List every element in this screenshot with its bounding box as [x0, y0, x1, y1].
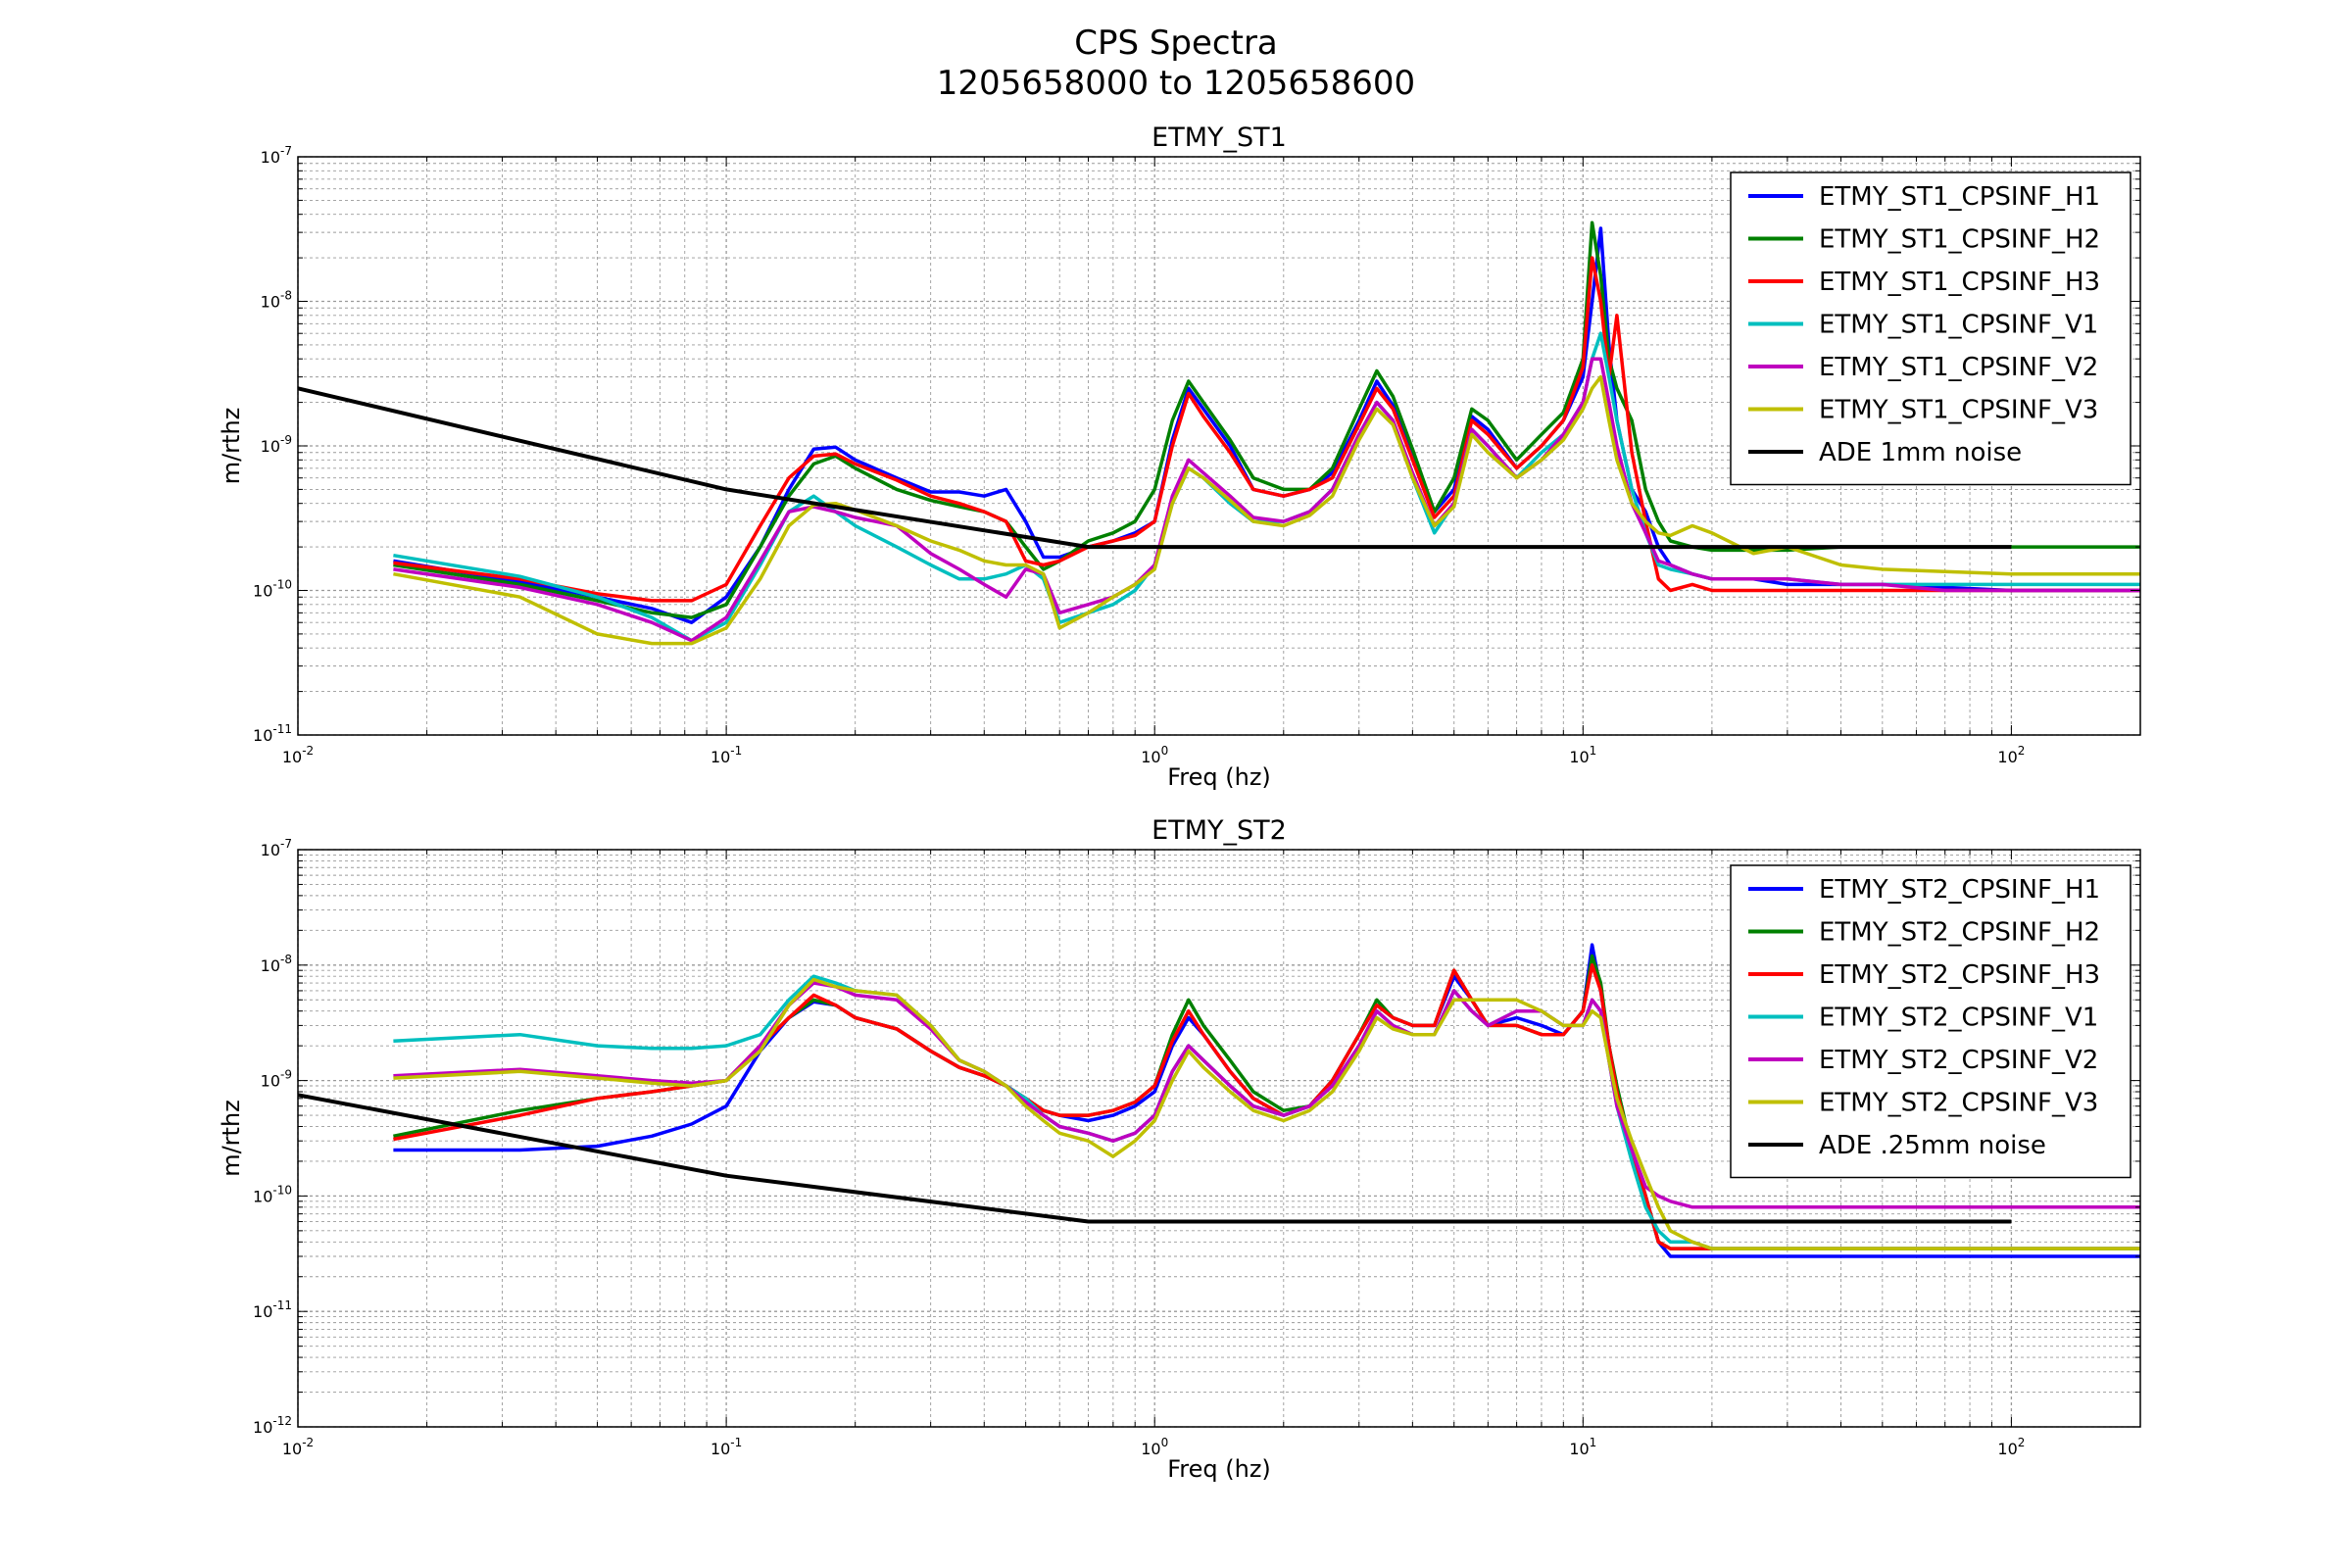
- plot-frame: [297, 849, 2141, 1428]
- plot-ticks: [297, 849, 2141, 1428]
- series-line-7: [298, 1093, 2012, 1224]
- y-tick-label: 10-7: [261, 837, 292, 859]
- series-line-6: [393, 977, 2140, 1250]
- plot-series: [298, 220, 2140, 646]
- plot1-title: ETMY_ST1: [1152, 122, 1287, 153]
- y-tick-label: 10-10: [253, 1183, 292, 1205]
- y-axis-label: m/rthz: [218, 1100, 245, 1177]
- x-tick-label: 102: [1997, 744, 2025, 766]
- x-tick-label: 10-1: [710, 744, 742, 766]
- y-tick-label: 10-12: [253, 1414, 292, 1437]
- legend-label: ETMY_ST1_CPSINF_H3: [1819, 268, 2100, 297]
- y-tick-label: 10-7: [261, 144, 292, 167]
- plot-2: 10-2 10-1 100 101 102 10-12 10-11 10-10 10-9 10-8…: [218, 837, 2141, 1483]
- y-tick-label: 10-11: [253, 722, 292, 745]
- plot-1: 10-2 10-1 100 101 102 10-11 10-10 10-9 10-8 10-7 F…: [218, 144, 2141, 791]
- series-line-2: [393, 220, 2140, 619]
- y-axis-label: m/rthz: [218, 408, 245, 485]
- legend-label: ETMY_ST2_CPSINF_V2: [1819, 1046, 2098, 1075]
- legend-label: ETMY_ST1_CPSINF_V1: [1819, 311, 2098, 340]
- series-line-3: [393, 963, 2140, 1250]
- y-tick-label: 10-9: [261, 1068, 292, 1091]
- legend-label: ADE 1mm noise: [1819, 438, 2022, 467]
- plot-ticks: [297, 156, 2141, 736]
- y-tick-label: 10-11: [253, 1298, 292, 1321]
- plot2-title: ETMY_ST2: [1152, 815, 1287, 846]
- figure-title-line2: 1205658000 to 1205658600: [936, 64, 1416, 103]
- figure-title-line1: CPS Spectra: [1074, 24, 1278, 63]
- legend-label: ETMY_ST2_CPSINF_H2: [1819, 918, 2100, 948]
- legend-frame: [1730, 172, 2132, 486]
- x-tick-label: 101: [1569, 1436, 1596, 1458]
- plot-legend: ETMY_ST2_CPSINF_H1 ETMY_ST2_CPSINF_H2 ETMY…: [1730, 864, 2132, 1179]
- series-line-5: [393, 357, 2140, 643]
- legend-label: ETMY_ST1_CPSINF_H1: [1819, 182, 2100, 212]
- x-tick-label: 101: [1569, 744, 1596, 766]
- legend-frame: [1730, 864, 2132, 1179]
- y-tick-label: 10-8: [261, 953, 292, 975]
- legend-label: ADE .25mm noise: [1819, 1131, 2046, 1160]
- x-tick-label: 102: [1997, 1436, 2025, 1458]
- y-tick-label: 10-9: [261, 433, 292, 456]
- plot-legend: ETMY_ST1_CPSINF_H1 ETMY_ST1_CPSINF_H2 ETMY…: [1730, 172, 2132, 486]
- x-tick-label: 10-1: [710, 1436, 742, 1458]
- legend-label: ETMY_ST2_CPSINF_H3: [1819, 960, 2100, 990]
- x-axis-label: Freq (hz): [1167, 1455, 1271, 1483]
- series-line-7: [298, 386, 2012, 550]
- x-tick-label: 100: [1141, 744, 1168, 766]
- legend-label: ETMY_ST2_CPSINF_H1: [1819, 875, 2100, 905]
- y-tick-label: 10-10: [253, 578, 292, 601]
- x-tick-label: 100: [1141, 1436, 1168, 1458]
- legend-label: ETMY_ST2_CPSINF_V3: [1819, 1089, 2098, 1118]
- plot-series: [298, 943, 2140, 1258]
- legend-label: ETMY_ST1_CPSINF_H2: [1819, 225, 2100, 255]
- x-tick-label: 10-2: [282, 1436, 314, 1458]
- x-tick-label: 10-2: [282, 744, 314, 766]
- series-line-5: [393, 981, 2140, 1209]
- legend-label: ETMY_ST2_CPSINF_V1: [1819, 1004, 2098, 1033]
- y-tick-label: 10-8: [261, 289, 292, 312]
- legend-label: ETMY_ST1_CPSINF_V3: [1819, 396, 2098, 425]
- legend-label: ETMY_ST1_CPSINF_V2: [1819, 353, 2098, 382]
- series-line-3: [393, 256, 2140, 603]
- x-axis-label: Freq (hz): [1167, 763, 1271, 791]
